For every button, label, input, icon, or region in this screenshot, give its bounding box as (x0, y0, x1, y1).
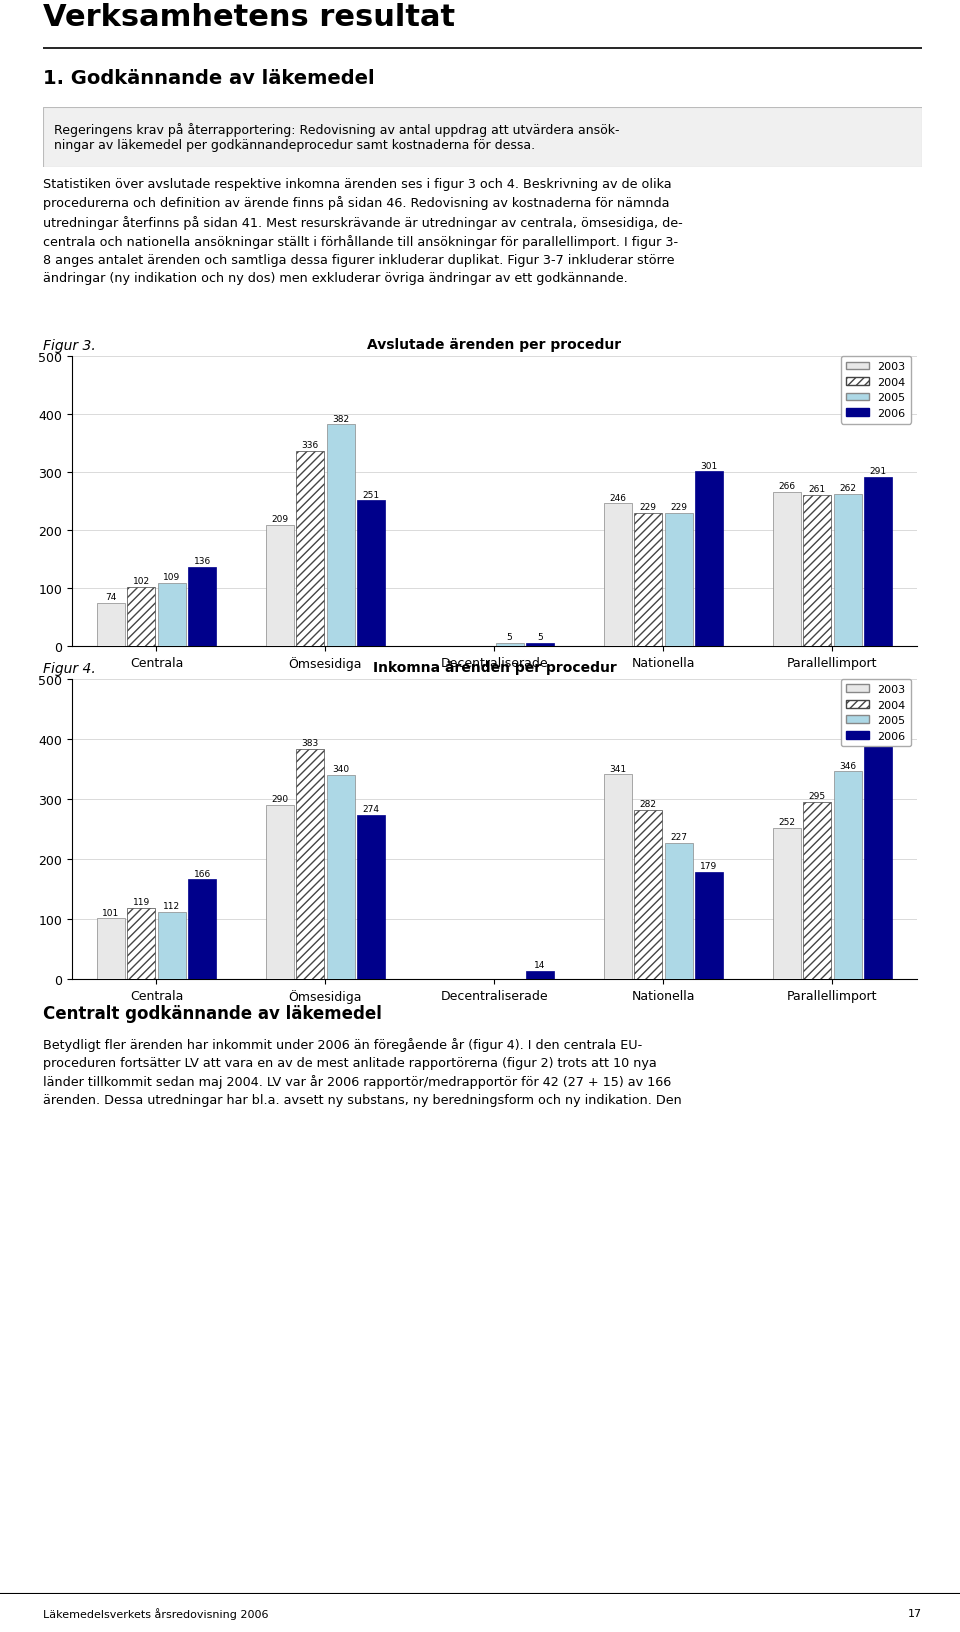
Text: Regeringens krav på återrapportering: Redovisning av antal uppdrag att utvärdera: Regeringens krav på återrapportering: Re… (54, 124, 619, 152)
Legend: 2003, 2004, 2005, 2006: 2003, 2004, 2005, 2006 (841, 356, 911, 424)
Bar (604, 775, 632, 979)
Text: 291: 291 (870, 467, 886, 477)
Text: 119: 119 (132, 898, 150, 906)
Text: 5: 5 (507, 633, 513, 641)
Text: 74: 74 (106, 592, 116, 602)
Text: 382: 382 (332, 415, 349, 423)
Bar (97, 919, 125, 979)
Bar (695, 472, 723, 646)
Text: Figur 4.: Figur 4. (43, 661, 96, 676)
Bar (833, 494, 861, 646)
Text: 383: 383 (301, 739, 319, 747)
Text: 252: 252 (779, 818, 795, 826)
Text: Centralt godkännande av läkemedel: Centralt godkännande av läkemedel (43, 1004, 382, 1022)
Text: 179: 179 (701, 862, 718, 870)
Bar (97, 604, 125, 646)
Bar (635, 811, 662, 979)
Text: Verksamhetens resultat: Verksamhetens resultat (43, 3, 455, 33)
Text: 340: 340 (332, 765, 349, 774)
Text: 301: 301 (701, 462, 718, 470)
Bar (157, 912, 185, 979)
Bar (526, 643, 554, 646)
Text: 229: 229 (639, 503, 657, 512)
Bar (326, 426, 354, 646)
Text: 227: 227 (670, 832, 687, 842)
Bar (266, 526, 294, 646)
Text: 282: 282 (639, 800, 657, 808)
Text: 251: 251 (363, 490, 379, 499)
Bar (266, 806, 294, 979)
Text: 336: 336 (301, 441, 319, 450)
Text: 102: 102 (132, 576, 150, 586)
Text: 425: 425 (870, 713, 886, 723)
Text: 101: 101 (102, 907, 119, 917)
Text: Betydligt fler ärenden har inkommit under 2006 än föregående år (figur 4). I den: Betydligt fler ärenden har inkommit unde… (43, 1038, 682, 1106)
Text: 136: 136 (194, 557, 211, 566)
Bar (297, 452, 324, 646)
Legend: 2003, 2004, 2005, 2006: 2003, 2004, 2005, 2006 (841, 679, 911, 747)
Bar (804, 496, 831, 646)
Text: Läkemedelsverkets årsredovisning 2006: Läkemedelsverkets årsredovisning 2006 (43, 1608, 269, 1619)
Text: 1. Godkännande av läkemedel: 1. Godkännande av läkemedel (43, 70, 374, 88)
Text: 262: 262 (839, 485, 856, 493)
Text: 14: 14 (535, 960, 545, 969)
Text: 295: 295 (808, 792, 826, 801)
Bar (833, 772, 861, 979)
Text: 166: 166 (194, 870, 211, 878)
Text: 112: 112 (163, 901, 180, 911)
Bar (357, 814, 385, 979)
Text: 5: 5 (538, 633, 543, 641)
Bar (526, 971, 554, 979)
Bar (157, 583, 185, 646)
Bar (188, 568, 216, 646)
Bar (326, 775, 354, 979)
Text: 341: 341 (610, 764, 626, 774)
Text: 261: 261 (808, 485, 826, 493)
Text: 290: 290 (272, 795, 288, 803)
Bar (188, 880, 216, 979)
Text: 229: 229 (670, 503, 687, 512)
Bar (297, 749, 324, 979)
Bar (128, 588, 156, 646)
Bar (864, 725, 892, 979)
Text: 246: 246 (610, 493, 626, 503)
Text: 17: 17 (907, 1608, 922, 1617)
Bar (664, 844, 692, 979)
Bar (604, 504, 632, 646)
Text: 346: 346 (839, 761, 856, 770)
FancyBboxPatch shape (43, 108, 922, 168)
Text: Figur 3.: Figur 3. (43, 339, 96, 353)
Bar (695, 871, 723, 979)
Bar (128, 907, 156, 979)
Text: 266: 266 (779, 481, 795, 491)
Text: 109: 109 (163, 573, 180, 581)
Text: Statistiken över avslutade respektive inkomna ärenden ses i figur 3 och 4. Beskr: Statistiken över avslutade respektive in… (43, 178, 683, 286)
Bar (635, 514, 662, 646)
Text: 274: 274 (363, 805, 379, 813)
Bar (804, 803, 831, 979)
Bar (664, 514, 692, 646)
Text: 209: 209 (272, 514, 288, 524)
Title: Avslutade ärenden per procedur: Avslutade ärenden per procedur (368, 338, 621, 351)
Bar (773, 829, 801, 979)
Bar (495, 643, 523, 646)
Title: Inkomna ärenden per procedur: Inkomna ärenden per procedur (372, 661, 616, 674)
Bar (357, 501, 385, 646)
Bar (773, 493, 801, 646)
Bar (864, 478, 892, 646)
